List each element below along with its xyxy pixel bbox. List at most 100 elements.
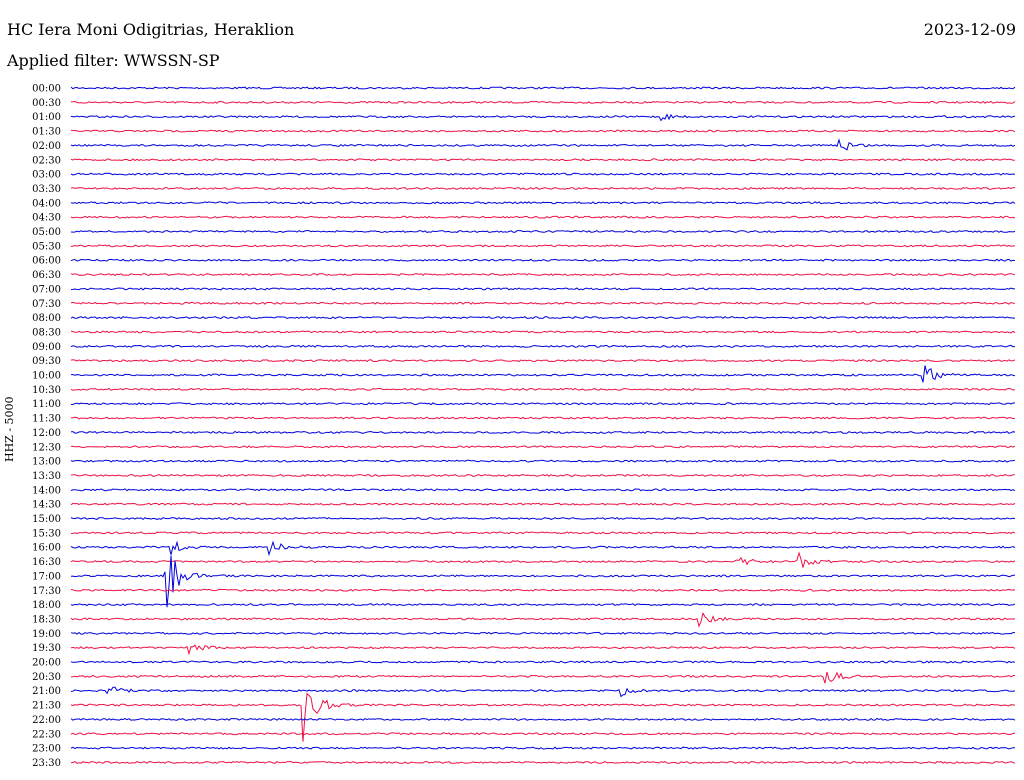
trace-row [70,502,1016,506]
time-tick-label: 15:00 [32,514,61,525]
time-tick-label: 23:30 [32,758,61,769]
time-tick-label: 12:30 [32,442,61,453]
trace-row [70,671,1016,684]
time-tick-label: 18:00 [32,600,61,611]
time-tick-label: 14:30 [32,500,61,511]
trace-row [70,644,1016,656]
time-tick-label: 19:00 [32,629,61,640]
plot-date: 2023-12-09 [923,20,1016,39]
time-tick-label: 04:00 [32,198,61,209]
time-tick-label: 05:30 [32,241,61,252]
trace-row [70,611,1016,628]
time-tick-label: 21:30 [32,701,61,712]
time-tick-label: 06:30 [32,270,61,281]
time-tick-label: 00:30 [32,98,61,109]
time-tick-label: 11:00 [32,399,61,410]
trace-row [70,430,1016,434]
trace-row [70,330,1016,334]
trace-row [70,402,1016,406]
trace-row [70,488,1016,492]
trace-row [71,416,1016,420]
filter-label: Applied filter: WWSSN-SP [7,51,220,70]
trace-row [70,588,1016,592]
trace-row [70,746,1015,750]
time-tick-label: 16:30 [32,557,61,568]
trace-row [70,100,1016,104]
time-tick-label: 22:00 [32,715,61,726]
time-tick-label: 10:00 [32,371,61,382]
time-tick-label: 00:00 [32,84,61,95]
trace-row [70,516,1016,521]
time-tick-label: 13:30 [32,471,61,482]
trace-row [70,445,1016,449]
time-tick-label: 06:00 [32,256,61,267]
trace-row [71,365,1016,383]
trace-row [70,244,1016,248]
trace-row [70,692,1016,742]
trace-row [70,344,1016,348]
time-tick-label: 17:00 [32,571,61,582]
trace-row [70,138,1016,151]
time-tick-label: 18:30 [32,614,61,625]
trace-row [70,631,1016,635]
trace-row [70,473,1016,477]
time-tick-label: 07:30 [32,299,61,310]
trace-row [70,201,1016,205]
trace-row [70,760,1016,764]
time-tick-label: 09:00 [32,342,61,353]
trace-row [70,551,1016,568]
time-tick-label: 20:30 [32,672,61,683]
trace-row [70,732,1016,736]
trace-row [70,459,1016,463]
time-tick-label: 21:00 [32,686,61,697]
time-tick-label: 04:30 [32,213,61,224]
time-tick-label: 12:00 [32,428,61,439]
time-tick-label: 14:00 [32,485,61,496]
trace-row [70,603,1016,607]
time-tick-label: 19:30 [32,643,61,654]
trace-row [70,387,1016,391]
trace-row [70,660,1016,664]
trace-row [70,287,1016,291]
station-title: HC Iera Moni Odigitrias, Heraklion [7,20,295,39]
trace-row [70,215,1016,219]
time-tick-label: 05:00 [32,227,61,238]
time-tick-label: 17:30 [32,586,61,597]
trace-row [70,129,1016,133]
trace-row [70,273,1016,277]
time-tick-label: 02:30 [32,155,61,166]
trace-row [70,258,1016,262]
time-tick-label: 08:30 [32,327,61,338]
time-tick-label: 09:30 [32,356,61,367]
time-tick-label: 15:30 [32,528,61,539]
time-tick-label: 22:30 [32,729,61,740]
trace-row [70,686,1016,698]
time-tick-label: 01:30 [32,127,61,138]
trace-row [70,540,1016,557]
time-tick-label: 03:00 [32,170,61,181]
time-tick-label: 07:00 [32,284,61,295]
trace-row [70,113,1016,122]
trace-row [70,555,1015,608]
trace-row [70,86,1016,90]
trace-row [70,301,1016,305]
trace-row [70,717,1016,721]
time-tick-label: 02:00 [32,141,61,152]
trace-row [70,359,1016,363]
time-tick-label: 01:00 [32,112,61,123]
time-tick-label: 11:30 [32,414,61,425]
trace-row [70,230,1016,233]
time-tick-label: 23:00 [32,744,61,755]
time-tick-label: 16:00 [32,543,61,554]
time-tick-label: 03:30 [32,184,61,195]
trace-row [70,316,1015,320]
trace-row [70,531,1016,535]
time-tick-label: 08:00 [32,313,61,324]
trace-row [70,158,1016,162]
trace-row [70,186,1015,190]
time-tick-label: 10:30 [32,385,61,396]
time-tick-label: 20:00 [32,658,61,669]
time-tick-label: 13:00 [32,457,61,468]
trace-row [70,172,1016,176]
